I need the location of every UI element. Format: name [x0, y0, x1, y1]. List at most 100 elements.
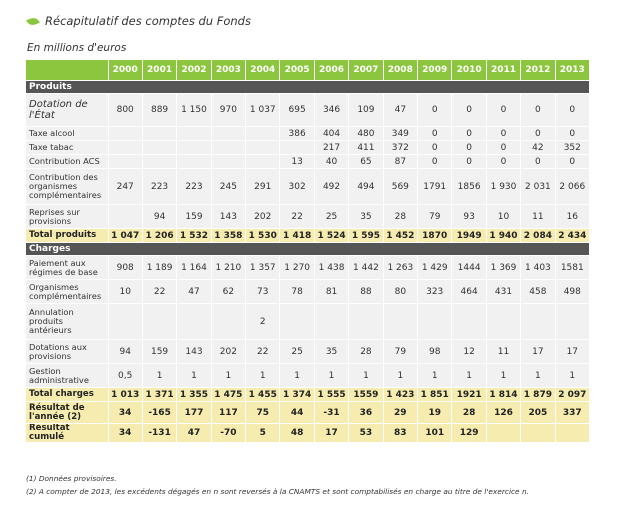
accounts-table: 2000 2001 2002 2003 2004 2005 2006 2007 2008 2009… [26, 60, 591, 443]
table-cell: 0 [486, 154, 522, 169]
table-cell: 1 455 [245, 387, 281, 402]
table-cell: 5 [245, 423, 281, 443]
table-cell: 1 532 [176, 228, 212, 243]
table-cell: 1 [520, 363, 556, 388]
table-cell: 2 066 [555, 168, 591, 205]
table-cell: 372 [383, 140, 419, 155]
table-cell: 1 013 [108, 387, 143, 402]
table-row: Contribution des organismes complémentai… [26, 168, 591, 205]
table-cell: 480 [348, 126, 384, 141]
table-cell: 11 [486, 339, 522, 364]
table-cell: 22 [142, 279, 178, 304]
table-row: Contribution ACS 13 40 65 87 0 0 0 0 0 [26, 154, 591, 169]
table-cell: 94 [108, 339, 143, 364]
table-cell: 386 [279, 126, 315, 141]
table-cell [348, 303, 384, 340]
table-cell: 1 814 [486, 387, 522, 402]
row-label: Taxe alcool [26, 126, 109, 141]
table-cell: 1581 [555, 255, 591, 280]
table-cell: 88 [348, 279, 384, 304]
table-cell [108, 154, 143, 169]
table-cell: 16 [555, 204, 591, 229]
table-cell [176, 126, 212, 141]
table-cell: 1 371 [142, 387, 178, 402]
table-cell: 83 [383, 423, 419, 443]
table-cell [108, 303, 143, 340]
section-title: Produits [26, 80, 590, 94]
table-cell: 143 [211, 204, 247, 229]
table-cell: 78 [279, 279, 315, 304]
table-cell: 1 374 [279, 387, 315, 402]
table-cell [245, 126, 281, 141]
row-label: Dotations aux provisions [26, 339, 109, 364]
table-cell [555, 303, 591, 340]
table-cell: 159 [142, 339, 178, 364]
table-cell: 202 [245, 204, 281, 229]
table-cell: 1856 [451, 168, 487, 205]
table-cell [555, 423, 591, 443]
table-cell: 223 [176, 168, 212, 205]
table-cell: 79 [417, 204, 453, 229]
row-label: Total produits [26, 228, 109, 243]
table-cell: 0 [520, 126, 556, 141]
table-cell: 404 [314, 126, 350, 141]
table-cell: 0 [451, 154, 487, 169]
table-cell: 1 369 [486, 255, 522, 280]
table-cell: 1 357 [245, 255, 281, 280]
table-row: Annulation produits antérieurs 2 [26, 303, 591, 340]
table-cell [417, 303, 453, 340]
table-cell: 47 [383, 93, 419, 127]
table-row: Taxe alcool 386 404 480 349 0 0 0 0 0 [26, 126, 591, 141]
table-cell: 0 [417, 140, 453, 155]
table-cell: 117 [211, 401, 247, 424]
table-cell: 98 [417, 339, 453, 364]
table-cell: 1 452 [383, 228, 419, 243]
table-cell: 569 [383, 168, 419, 205]
table-cell: 352 [555, 140, 591, 155]
leaf-icon [26, 15, 40, 27]
year-header: 2007 [348, 60, 384, 81]
table-cell: 109 [348, 93, 384, 127]
year-header: 2002 [176, 60, 212, 81]
table-row: Reprises sur provisions 94 159 143 202 22 25 35… [26, 204, 591, 229]
table-cell: 970 [211, 93, 247, 127]
table-cell [108, 204, 143, 229]
table-cell: 498 [555, 279, 591, 304]
table-cell: 1 438 [314, 255, 350, 280]
table-cell: 2 031 [520, 168, 556, 205]
table-cell: 1444 [451, 255, 487, 280]
table-cell: 411 [348, 140, 384, 155]
table-cell [142, 140, 178, 155]
table-cell: 17 [520, 339, 556, 364]
table-cell: 42 [520, 140, 556, 155]
table-cell: 1 150 [176, 93, 212, 127]
table-cell: 44 [279, 401, 315, 424]
table-cell: 695 [279, 93, 315, 127]
table-cell: 1 164 [176, 255, 212, 280]
table-cell [176, 303, 212, 340]
table-cell [211, 303, 247, 340]
table-cell: 346 [314, 93, 350, 127]
table-cell: 1 524 [314, 228, 350, 243]
table-cell: 202 [211, 339, 247, 364]
total-row: Résultat cumulé 34 -131 47 -70 5 48 17 53 83 101 12… [26, 423, 591, 443]
table-cell: 34 [108, 401, 143, 424]
table-cell: 349 [383, 126, 419, 141]
row-label: Annulation produits antérieurs [26, 303, 109, 340]
table-cell: 1 [314, 363, 350, 388]
table-cell [314, 303, 350, 340]
table-cell: 205 [520, 401, 556, 424]
table-cell: 1 [176, 363, 212, 388]
table-cell: 22 [245, 339, 281, 364]
year-header: 2006 [314, 60, 350, 81]
section-title: Charges [26, 242, 590, 256]
table-cell: 492 [314, 168, 350, 205]
table-cell: 337 [555, 401, 591, 424]
table-cell [451, 303, 487, 340]
row-label: Résultat cumulé [26, 423, 109, 443]
table-cell: 0 [451, 140, 487, 155]
table-cell: 2 [245, 303, 281, 340]
table-cell: 73 [245, 279, 281, 304]
table-cell [520, 303, 556, 340]
table-cell: 0 [451, 126, 487, 141]
